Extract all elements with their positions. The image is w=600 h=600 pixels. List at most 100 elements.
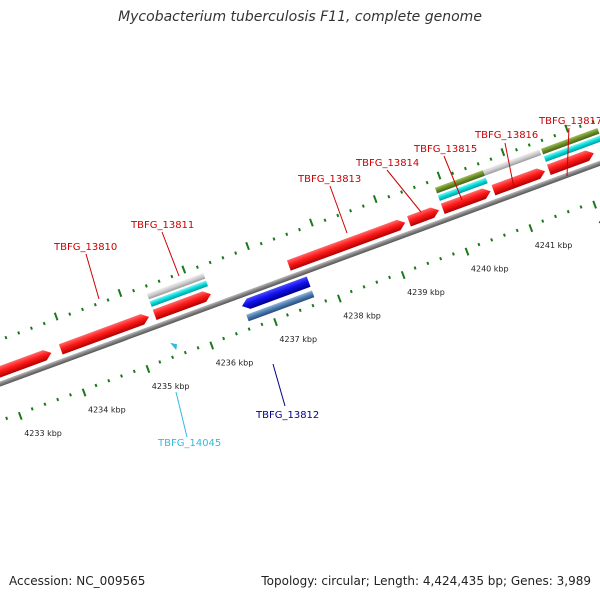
feature-steel-13812[interactable] [246,290,315,322]
reverse-minor-tick [5,416,9,421]
kbp-tick-label: 4236 kbp [216,359,254,368]
genome-summary: Topology: circular; Length: 4,424,435 bp… [261,574,591,588]
reverse-major-tick [17,411,23,421]
kbp-tick-label: 4239 kbp [407,288,445,297]
forward-major-tick [309,218,314,227]
forward-major-tick [436,171,442,180]
forward-minor-tick [68,312,72,316]
reverse-minor-tick [502,233,506,237]
reverse-minor-tick [132,369,136,374]
feature-cyan-13817[interactable] [543,135,600,162]
genome-band [0,119,600,421]
reverse-major-tick [528,224,534,233]
accession-label: Accession: NC_009565 [9,574,146,588]
reverse-minor-tick [69,393,72,397]
feature-olive-13817[interactable] [541,127,600,155]
feature-grey-13816[interactable] [482,149,542,176]
forward-minor-tick [349,209,353,213]
reverse-minor-tick [107,378,111,383]
reverse-minor-tick [56,397,60,402]
reverse-minor-tick [43,402,47,406]
gene-arrow-tbfg-13817[interactable] [546,148,596,175]
reverse-minor-tick [349,289,353,294]
forward-minor-tick [400,190,404,194]
forward-minor-tick [540,138,544,143]
gene-label-tbfg-13810[interactable]: TBFG_13810 [53,242,117,253]
forward-minor-tick [132,288,136,293]
gene-arrow-tbfg-13812[interactable] [240,276,311,311]
leader-line-tbfg-13817 [566,127,570,177]
reverse-minor-tick [490,238,494,242]
gene-label-tbfg-13813[interactable]: TBFG_13813 [297,174,361,185]
gene-label-tbfg-13815[interactable]: TBFG_13815 [413,144,477,155]
map-title: Mycobacterium tuberculosis F11, complete… [118,9,482,25]
reverse-minor-tick [426,261,430,266]
reverse-major-tick [592,200,597,209]
gene-arrow-tbfg-13814[interactable] [407,205,441,227]
forward-minor-tick [17,331,21,335]
leader-line-tbfg-13812 [272,363,286,407]
reverse-tick-row [5,200,597,421]
gene-label-tbfg-14045[interactable]: TBFG_14045 [157,438,221,449]
gene-arrow-tbfg-13810[interactable] [58,312,151,355]
gene-arrow-tbfg-13816[interactable] [491,166,547,196]
reverse-minor-tick [439,256,443,261]
gene-arrow-tbfg-13813[interactable] [286,217,407,271]
feature-grey-13811[interactable] [146,273,206,300]
forward-minor-tick [323,218,327,222]
reverse-minor-tick [579,205,583,209]
kbp-tick-label: 4234 kbp [88,405,126,414]
leader-line-tbfg-14045 [175,391,188,438]
forward-minor-tick [412,185,416,190]
forward-minor-tick [425,180,429,185]
forward-major-tick [181,265,187,274]
reverse-minor-tick [362,285,366,289]
gene-marker-tbfg-14045[interactable] [170,341,179,352]
gene-labels: TBFG_13810 TBFG_13811 TBFG_13813 TBFG_13… [53,116,600,449]
reverse-major-tick [273,317,278,327]
feature-olive-13815[interactable] [434,170,485,194]
gene-label-tbfg-13812[interactable]: TBFG_13812 [255,410,319,421]
forward-tick-row [4,119,595,340]
reverse-minor-tick [451,252,455,256]
forward-minor-tick [387,194,391,199]
gene-label-lines [85,127,570,438]
gene-arrow-tbfg-13811[interactable] [152,289,213,321]
forward-minor-tick [208,260,212,265]
gene-label-tbfg-13814[interactable]: TBFG_13814 [355,158,419,169]
forward-minor-tick [157,279,161,283]
kbp-tick-label: 4237 kbp [279,335,317,344]
kbp-tick-label: 4233 kbp [24,429,62,438]
reverse-minor-tick [311,303,315,308]
reverse-major-tick [209,341,215,350]
forward-minor-tick [234,251,238,255]
leader-line-tbfg-13815 [443,155,463,201]
reverse-minor-tick [413,266,417,270]
reverse-minor-tick [196,346,200,350]
feature-cyan-13815[interactable] [437,177,488,201]
gene-label-tbfg-13811[interactable]: TBFG_13811 [130,220,194,231]
reverse-minor-tick [477,242,481,247]
reverse-minor-tick [247,327,251,331]
forward-minor-tick [106,298,110,302]
reverse-minor-tick [324,299,328,303]
feature-cyan-13811[interactable] [149,280,209,307]
forward-minor-tick [42,321,46,326]
gene-arrow-forward-a[interactable] [0,348,53,382]
forward-minor-tick [591,119,595,124]
reverse-minor-tick [260,322,264,327]
forward-minor-tick [285,232,289,237]
forward-minor-tick [527,143,531,147]
forward-minor-tick [144,284,148,288]
kbp-tick-label: 4235 kbp [152,382,190,391]
gene-arrow-tbfg-13815[interactable] [440,186,493,215]
reverse-minor-tick [30,407,34,411]
reverse-minor-tick [541,219,545,223]
leader-line-tbfg-13811 [161,231,180,277]
reverse-minor-tick [566,209,570,214]
gene-label-tbfg-13816[interactable]: TBFG_13816 [474,130,538,141]
forward-minor-tick [336,213,340,218]
reverse-minor-tick [171,355,175,360]
reverse-minor-tick [234,332,238,336]
gene-label-tbfg-13817[interactable]: TBFG_13817 [538,116,600,127]
